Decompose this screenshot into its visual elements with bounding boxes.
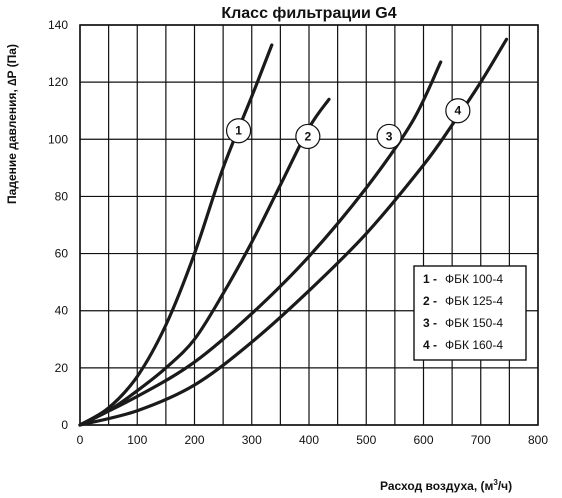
x-axis-label-sup: 3 [493,478,498,487]
legend-item-number: 1 - [423,272,437,286]
series-marker-circle [295,123,321,150]
y-tick-label: 40 [55,304,69,318]
x-tick-label: 800 [528,433,548,447]
series-line-3 [78,60,443,427]
y-tick-label: 120 [48,75,68,89]
chart-title: Класс фильтрации G4 [221,5,396,22]
series-markers: 1 2 3 4 [225,98,471,150]
series-lines [78,37,509,427]
series-line-2 [78,97,331,427]
series-marker-label: 2 [305,129,312,143]
legend-item-number: 3 - [423,316,437,330]
x-axis-label-tail: /ч) [498,479,512,493]
series-line-1 [78,43,274,427]
legend: 1 - ФБК 100-4 2 - ФБК 125-4 3 - ФБК 150-4 4 - Ф… [413,265,527,361]
series-marker-3: 3 [376,123,402,150]
legend-item-label: ФБК 160-4 [445,338,503,352]
x-tick-label: 700 [471,433,491,447]
tick-labels: 0 100 200 300 400 500 600 700 800 0 20 40 60 80 100 120… [48,18,548,447]
y-tick-label: 100 [48,132,68,146]
legend-item-label: ФБК 150-4 [445,316,503,330]
series-marker-4: 4 [445,98,471,124]
y-tick-label: 20 [55,361,69,375]
x-tick-label: 400 [299,433,319,447]
legend-item-number: 4 - [423,338,437,352]
legend-box [413,265,527,361]
x-tick-label: 300 [242,433,262,447]
legend-item-label: ФБК 100-4 [445,272,503,286]
x-tick-label: 500 [356,433,376,447]
x-axis-label-main: Расход воздуха, (м [380,479,493,493]
x-tick-label: 100 [127,433,147,447]
series-marker-label: 4 [455,104,462,118]
y-tick-label: 140 [48,18,68,32]
legend-item-number: 2 - [423,294,437,308]
series-marker-1: 1 [225,118,252,144]
grid [79,24,539,426]
y-tick-label: 0 [61,418,68,432]
x-tick-label: 600 [413,433,433,447]
x-tick-label: 200 [184,433,204,447]
x-tick-label: 0 [77,433,84,447]
y-axis-label: Падение давления, ∆P (Па) [5,44,19,204]
x-axis-label: Расход воздуха, (м3/ч) [380,478,512,493]
y-tick-label: 60 [55,247,69,261]
series-marker-circle [445,98,471,124]
legend-item-label: ФБК 125-4 [445,294,503,308]
series-marker-2: 2 [295,123,321,150]
series-marker-label: 1 [235,124,242,138]
series-marker-label: 3 [386,129,393,143]
plot-frame [79,24,539,426]
series-marker-circle [376,123,402,150]
series-marker-circle [225,118,252,144]
y-tick-label: 80 [55,189,69,203]
